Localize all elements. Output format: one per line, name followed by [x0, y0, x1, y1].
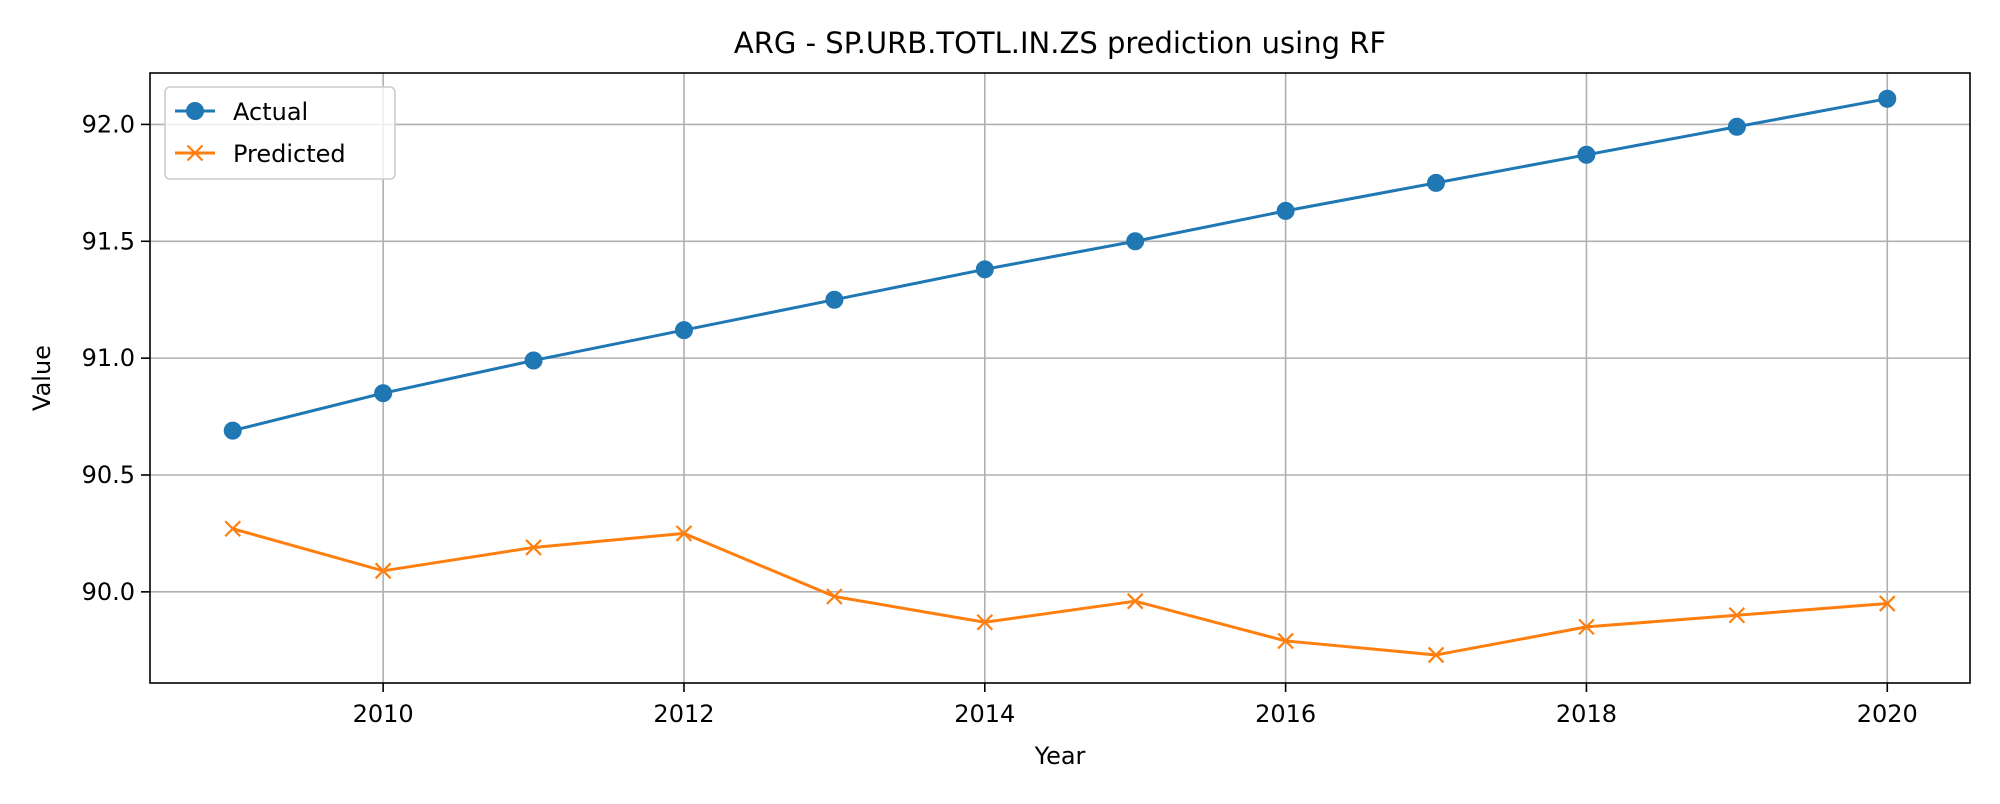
legend-box: [164, 86, 396, 180]
predicted-point: [1277, 632, 1294, 650]
actual-point: [1878, 89, 1897, 108]
axis-ticks: 2010 2012 2014 2016 2018 2020 90.0 90.5 91.0 91.5…: [82, 110, 1918, 728]
y-tick-label: 90.5: [82, 461, 135, 489]
legend-item-actual: Actual: [175, 98, 308, 126]
actual-point: [1577, 145, 1596, 164]
predicted-point: [1578, 618, 1595, 636]
legend: Actual Predicted: [164, 86, 396, 180]
series-layer: [223, 89, 1897, 664]
predicted-point: [1427, 646, 1445, 664]
chart-title: ARG - SP.URB.TOTL.IN.ZS prediction using…: [734, 26, 1386, 60]
actual-point: [524, 351, 543, 370]
grid: [150, 73, 1970, 683]
series-actual: [223, 89, 1897, 440]
predicted-point: [1126, 592, 1144, 610]
x-axis-label: Year: [1034, 742, 1086, 770]
actual-point: [1727, 117, 1746, 136]
x-tick-label: 2014: [954, 700, 1015, 728]
actual-point: [1126, 232, 1145, 251]
x-tick-label: 2010: [353, 700, 414, 728]
actual-point: [223, 421, 242, 440]
legend-item-predicted: Predicted: [175, 140, 346, 168]
predicted-point: [224, 520, 242, 538]
x-tick-label: 2020: [1857, 700, 1918, 728]
actual-line: [232, 97, 1888, 433]
predicted-point: [525, 539, 542, 556]
legend-marker-predicted: [186, 144, 204, 162]
legend-label-actual: Actual: [233, 98, 308, 126]
y-tick-label: 92.0: [82, 110, 135, 138]
actual-point: [975, 260, 994, 279]
predicted-point: [976, 613, 994, 631]
predicted-point: [826, 588, 843, 605]
actual-point: [374, 384, 393, 403]
series-predicted: [224, 520, 1896, 664]
legend-label-predicted: Predicted: [233, 140, 346, 168]
predicted-point: [374, 562, 392, 580]
predicted-line: [232, 527, 1888, 657]
actual-point: [1427, 173, 1446, 192]
y-tick-label: 91.5: [82, 227, 135, 255]
legend-marker-actual: [186, 102, 204, 120]
y-tick-label: 91.0: [82, 344, 135, 372]
x-tick-label: 2012: [653, 700, 714, 728]
predicted-point: [675, 525, 693, 542]
plot-frame: [149, 72, 1971, 684]
x-tick-label: 2018: [1556, 700, 1617, 728]
x-tick-label: 2016: [1255, 700, 1316, 728]
y-axis-label: Value: [28, 345, 56, 411]
actual-point: [825, 290, 844, 309]
actual-point: [674, 321, 693, 340]
predicted-point: [1878, 595, 1896, 612]
actual-point: [1276, 201, 1295, 220]
y-tick-label: 90.0: [82, 578, 135, 606]
predicted-point: [1728, 606, 1746, 624]
